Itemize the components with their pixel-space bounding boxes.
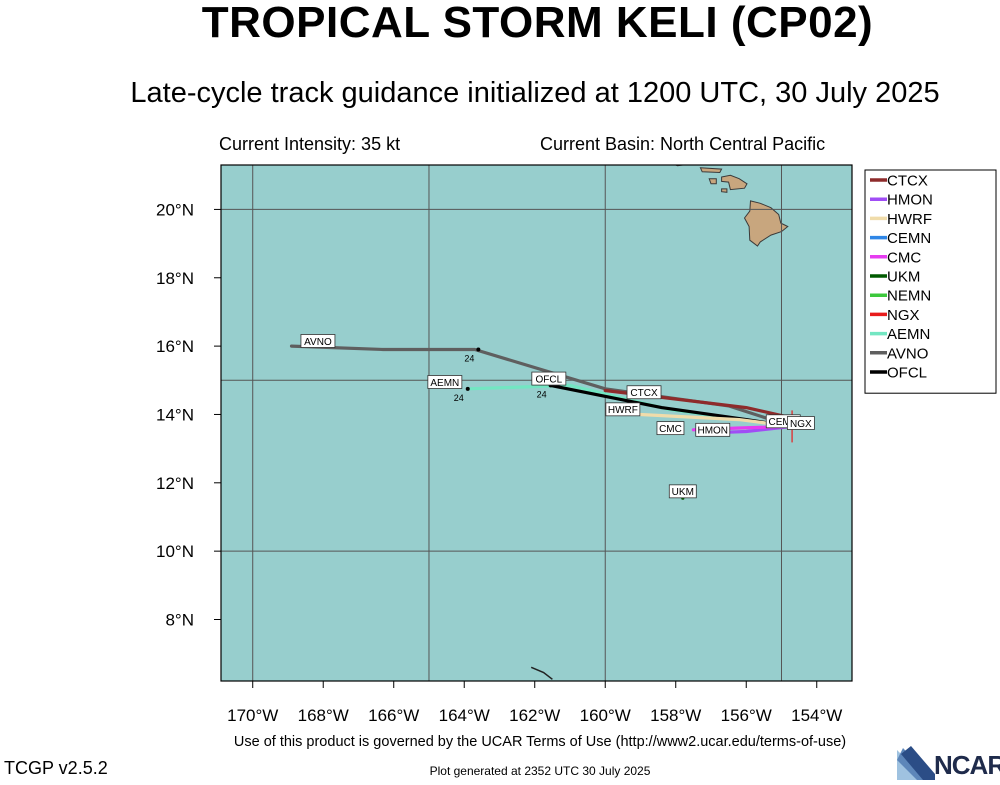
legend-item-ofcl: OFCL: [870, 365, 927, 382]
map-content: 24 24 24 AVNO CTCX AEMN OFCL HWRF HMON CMC CEMNNGX…: [221, 134, 852, 681]
island-hawaii: [743, 200, 789, 247]
page-subtitle: Late-cycle track guidance initialized at…: [130, 77, 940, 109]
legend-item-hwrf: HWRF: [870, 211, 932, 228]
lon-tick-label: 160°W: [580, 706, 631, 725]
marker-24h-dot: [465, 386, 470, 391]
legend-item-hmon: HMON: [870, 192, 933, 209]
marker-24h-label: 24: [464, 354, 474, 364]
track-label-hwrf: HWRF: [605, 402, 641, 417]
svg-text:OFCL: OFCL: [536, 374, 563, 385]
legend-label: OFCL: [887, 365, 927, 382]
lat-tick-label: 8°N: [165, 610, 194, 629]
island-kauai: [612, 134, 630, 144]
ncar-logo-icon: [897, 746, 935, 780]
legend-label: AVNO: [887, 345, 928, 362]
legend-item-ngx: NGX: [870, 307, 920, 324]
legend-item-aemn: AEMN: [870, 326, 930, 343]
svg-text:CEMN: CEMN: [769, 417, 798, 428]
lon-tick-label: 158°W: [650, 706, 701, 725]
lat-tick-label: 12°N: [156, 474, 194, 493]
plot-frame: [220, 164, 853, 682]
lon-tick-label: 162°W: [509, 706, 560, 725]
current-intensity: Current Intensity: 35 kt: [219, 134, 401, 154]
coastline-fragment: [530, 666, 553, 680]
track-label-cmc: CMC: [656, 421, 685, 436]
lon-tick-label: 168°W: [298, 706, 349, 725]
lat-tick-label: 14°N: [156, 405, 194, 424]
legend-label: CTCX: [887, 173, 928, 190]
lon-tick-label: 154°W: [791, 706, 842, 725]
svg-text:CMC: CMC: [659, 424, 682, 435]
svg-text:CTCX: CTCX: [630, 388, 658, 399]
lon-tick-label: 166°W: [368, 706, 419, 725]
island-maui: [721, 174, 748, 191]
lon-tick-label: 164°W: [439, 706, 490, 725]
lon-tick-label: 170°W: [227, 706, 278, 725]
legend-item-cmc: CMC: [870, 249, 921, 266]
legend-item-ctcx: CTCX: [870, 173, 928, 190]
terms-of-use: Use of this product is governed by the U…: [233, 734, 847, 750]
track-label-aemn: AEMN: [427, 375, 463, 389]
svg-text:NGX: NGX: [790, 419, 812, 430]
legend-label: NEMN: [887, 288, 931, 305]
lat-tick-label: 20°N: [156, 200, 194, 219]
island-molokai: [699, 167, 723, 174]
legend-item-cemn: CEMN: [870, 230, 931, 247]
marker-24h-dot: [476, 347, 481, 352]
legend-box: [864, 169, 997, 394]
marker-24h-label: 24: [537, 389, 547, 399]
island-kahoolawe: [721, 188, 728, 193]
version-label: TCGP v2.5.2: [4, 758, 108, 778]
plot-generated-label: Plot generated at 2352 UTC 30 July 2025: [429, 764, 651, 778]
svg-text:HWRF: HWRF: [608, 405, 638, 416]
legend-label: CEMN: [887, 230, 931, 247]
legend-item-ukm: UKM: [870, 269, 920, 286]
legend-label: HMON: [887, 192, 933, 209]
legend-label: CMC: [887, 249, 921, 266]
lat-tick-label: 10°N: [156, 542, 194, 561]
legend-label: HWRF: [887, 211, 932, 228]
svg-text:HMON: HMON: [697, 426, 728, 437]
island-lanai: [708, 178, 717, 185]
lon-tick-label: 156°W: [721, 706, 772, 725]
ncar-logo: NCAR: [893, 744, 1000, 780]
track-label-ofcl: OFCL: [531, 371, 567, 386]
ocean-area: [221, 165, 852, 681]
track-label-avno: AVNO: [300, 334, 336, 348]
legend-item-avno: AVNO: [870, 345, 928, 362]
track-label-hmon: HMON: [695, 422, 731, 437]
legend-label: AEMN: [887, 326, 930, 343]
legend-label: NGX: [887, 307, 920, 324]
track-label-ukm: UKM: [668, 484, 697, 499]
lat-tick-label: 18°N: [156, 269, 194, 288]
track-avno: [289, 344, 794, 428]
svg-text:AVNO: AVNO: [304, 337, 332, 348]
svg-text:UKM: UKM: [672, 487, 694, 498]
track-label-ctcx: CTCX: [626, 385, 662, 400]
marker-24h-label: 24: [454, 393, 464, 403]
svg-text:AEMN: AEMN: [430, 378, 459, 389]
current-basin: Current Basin: North Central Pacific: [540, 134, 826, 154]
page-title: TROPICAL STORM KELI (CP02): [201, 0, 874, 47]
ncar-logo-text: NCAR: [934, 750, 1000, 780]
lat-tick-label: 16°N: [156, 337, 194, 356]
island-oahu: [674, 165, 687, 167]
legend-label: UKM: [887, 269, 920, 286]
track-label-ngx: NGX: [786, 416, 815, 430]
legend-item-nemn: NEMN: [870, 288, 931, 305]
